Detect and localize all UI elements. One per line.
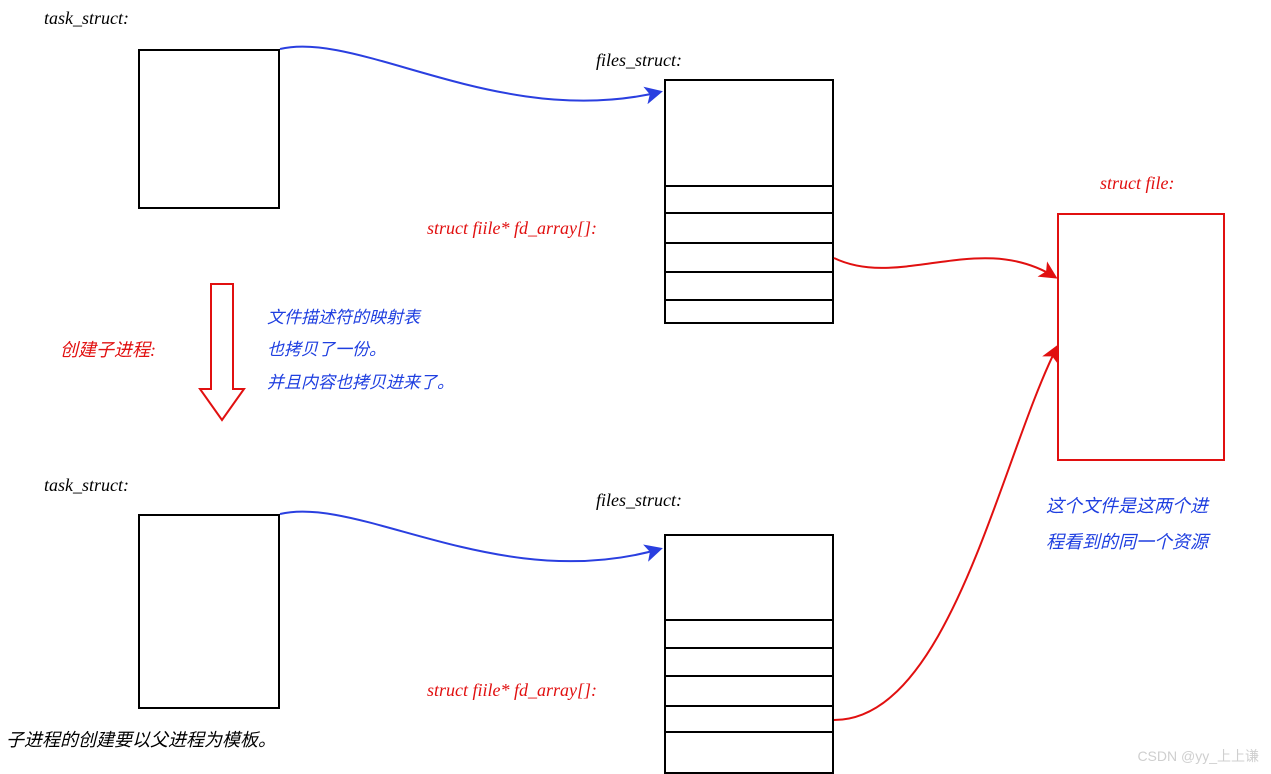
curve-files2-to-file <box>834 347 1057 720</box>
fd-array-label-1: struct fiile* fd_array[]: <box>427 218 597 239</box>
file-note-line-2: 程看到的同一个资源 <box>1046 528 1208 554</box>
create-child-label: 创建子进程: <box>60 336 156 362</box>
files-struct-box-1 <box>664 79 834 324</box>
task-struct-box-2 <box>138 514 280 709</box>
curve-files1-to-file <box>834 258 1055 277</box>
down-arrow-icon <box>200 284 244 420</box>
note-line-1: 文件描述符的映射表 <box>267 303 420 328</box>
fd-array-label-2: struct fiile* fd_array[]: <box>427 680 597 701</box>
task-struct-label-2: task_struct: <box>44 475 129 496</box>
child-note: 子进程的创建要以父进程为模板。 <box>6 726 276 752</box>
note-line-3: 并且内容也拷贝进来了。 <box>267 368 454 393</box>
files-struct-label-2: files_struct: <box>596 490 682 511</box>
diagram-canvas: task_struct: task_struct: files_struct: … <box>0 0 1271 774</box>
files-struct-box-2 <box>664 534 834 774</box>
note-line-2: 也拷贝了一份。 <box>267 335 386 360</box>
files-struct-label-1: files_struct: <box>596 50 682 71</box>
struct-file-label: struct file: <box>1100 173 1175 194</box>
curve-task2-to-files2 <box>280 512 660 562</box>
task-struct-box-1 <box>138 49 280 209</box>
file-note-line-1: 这个文件是这两个进 <box>1046 492 1208 518</box>
watermark: CSDN @yy_上上谦 <box>1137 746 1259 766</box>
task-struct-label-1: task_struct: <box>44 8 129 29</box>
struct-file-box <box>1057 213 1225 461</box>
